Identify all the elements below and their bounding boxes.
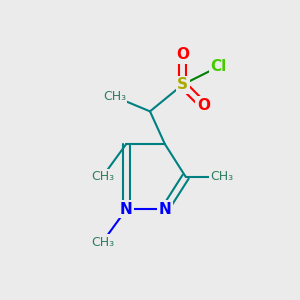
Text: N: N <box>120 202 133 217</box>
Text: CH₃: CH₃ <box>91 170 114 183</box>
Text: Cl: Cl <box>210 59 226 74</box>
Text: CH₃: CH₃ <box>103 90 126 103</box>
Text: N: N <box>158 202 171 217</box>
Text: O: O <box>176 47 189 62</box>
Text: CH₃: CH₃ <box>210 170 233 183</box>
Text: CH₃: CH₃ <box>91 236 114 249</box>
Text: O: O <box>197 98 210 113</box>
Text: S: S <box>177 77 188 92</box>
